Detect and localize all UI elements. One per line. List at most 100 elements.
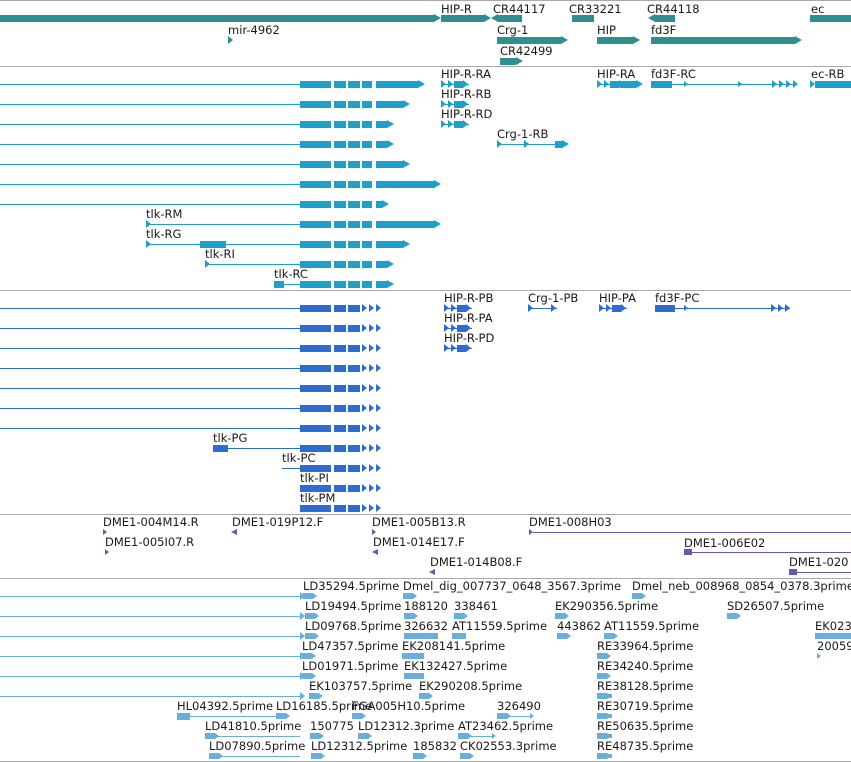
est-label[interactable]: EK290208.5prime bbox=[419, 679, 523, 693]
gene-label[interactable]: HIP bbox=[597, 23, 616, 37]
transcript-label[interactable]: HIP-R-RD bbox=[441, 107, 493, 121]
est-label[interactable]: LD19494.5prime bbox=[305, 599, 402, 613]
transcript-label[interactable]: HIP-R-RA bbox=[441, 67, 491, 81]
clone-label[interactable]: DME1-019P12.F bbox=[232, 515, 324, 529]
est-label[interactable]: EK132427.5prime bbox=[404, 659, 508, 673]
gene-label[interactable]: HIP-R bbox=[441, 2, 472, 16]
est-label[interactable]: EK290356.5prime bbox=[555, 599, 659, 613]
est-label[interactable]: 338461 bbox=[454, 599, 498, 613]
feature-intron-line bbox=[0, 368, 300, 369]
clone-label[interactable]: DME1-006E02 bbox=[684, 536, 766, 550]
est-label[interactable]: 185832 bbox=[413, 739, 457, 753]
feature-block bbox=[557, 633, 567, 639]
est-label[interactable]: RE38128.5prime bbox=[597, 679, 694, 693]
protein-label[interactable]: tlk-PG bbox=[213, 431, 248, 445]
clone-label[interactable]: DME1-005B13.R bbox=[372, 515, 466, 529]
est-label[interactable]: LD09768.5prime bbox=[305, 619, 402, 633]
est-label[interactable]: LD12312.5prime bbox=[311, 739, 408, 753]
feature-block bbox=[352, 713, 362, 719]
protein-label[interactable]: HIP-PA bbox=[599, 291, 636, 305]
est-label[interactable]: LD07890.5prime bbox=[209, 739, 306, 753]
protein-label[interactable]: HIP-R-PA bbox=[444, 311, 493, 325]
transcript-label[interactable]: fd3F-RC bbox=[651, 67, 696, 81]
feature-block bbox=[362, 241, 372, 248]
transcript-label[interactable]: Crg-1-RB bbox=[497, 127, 549, 141]
est-label[interactable]: 188120 bbox=[404, 599, 448, 613]
est-label[interactable]: Dmel_neb_008968_0854_0378.3prime bbox=[632, 579, 851, 593]
clone-label[interactable]: DME1-005I07.R bbox=[105, 535, 195, 549]
est-label[interactable]: AT11559.5prime bbox=[604, 619, 700, 633]
strand-arrow bbox=[551, 304, 556, 312]
clone-label[interactable]: DME1-014B08.F bbox=[430, 555, 523, 569]
est-label[interactable]: LD35294.5prime bbox=[303, 579, 400, 593]
gene-label[interactable]: fd3F bbox=[651, 23, 677, 37]
protein-label[interactable]: tlk-PC bbox=[282, 451, 316, 465]
gene-label[interactable]: CR42499 bbox=[500, 44, 553, 58]
strand-arrow bbox=[464, 613, 468, 619]
protein-label[interactable]: fd3F-PC bbox=[655, 291, 700, 305]
feature-intron-line bbox=[0, 596, 300, 597]
transcript-label[interactable]: HIP-RA bbox=[597, 67, 636, 81]
est-label[interactable]: RE50635.5prime bbox=[597, 719, 694, 733]
est-label[interactable]: AT23462.5prime bbox=[458, 719, 554, 733]
clone-label[interactable]: DME1-004M14.R bbox=[103, 515, 199, 529]
strand-arrow bbox=[597, 80, 602, 88]
est-label[interactable]: RE34240.5prime bbox=[597, 659, 694, 673]
strand-arrow bbox=[441, 100, 446, 108]
feature-block bbox=[300, 505, 331, 512]
transcript-label[interactable]: tlk-RC bbox=[274, 267, 308, 281]
est-label[interactable]: EK103757.5prime bbox=[309, 679, 413, 693]
gene-label[interactable]: Crg-1 bbox=[497, 23, 529, 37]
gene-label[interactable]: ec bbox=[811, 2, 825, 16]
feature-intron-line bbox=[0, 696, 300, 697]
feature-intron-line bbox=[0, 636, 300, 637]
est-label[interactable]: LD01971.5prime bbox=[302, 659, 399, 673]
est-label[interactable]: 443862 bbox=[557, 619, 601, 633]
est-label[interactable]: CK02553.3prime bbox=[460, 739, 557, 753]
gene-label[interactable]: CR44118 bbox=[647, 2, 700, 16]
est-label[interactable]: RE33964.5prime bbox=[597, 639, 694, 653]
clone-label[interactable]: DME1-008H03 bbox=[529, 515, 612, 529]
est-label[interactable]: 150775 bbox=[310, 719, 354, 733]
est-label[interactable]: EK023 bbox=[815, 619, 851, 633]
strand-arrow bbox=[362, 424, 367, 432]
feature-block bbox=[414, 633, 438, 639]
est-label[interactable]: LD47357.5prime bbox=[302, 639, 399, 653]
transcript-label[interactable]: tlk-RM bbox=[146, 207, 183, 221]
feature-block bbox=[348, 345, 360, 352]
est-label[interactable]: HL04392.5prime bbox=[177, 699, 274, 713]
gene-label[interactable]: CR44117 bbox=[493, 2, 546, 16]
protein-label[interactable]: tlk-PM bbox=[300, 491, 336, 505]
transcript-label[interactable]: ec-RB bbox=[811, 67, 845, 81]
est-label[interactable]: 326490 bbox=[497, 699, 541, 713]
feature-block bbox=[348, 465, 360, 472]
feature-block bbox=[404, 613, 414, 619]
transcript-label[interactable]: tlk-RI bbox=[205, 247, 235, 261]
gene-label[interactable]: CR33221 bbox=[569, 2, 622, 16]
gene-label[interactable]: mir-4962 bbox=[228, 23, 280, 37]
est-label[interactable]: 326632 bbox=[404, 619, 448, 633]
transcript-label[interactable]: HIP-R-RB bbox=[441, 87, 492, 101]
est-label[interactable]: 20059 bbox=[817, 639, 851, 653]
transcript-label[interactable]: tlk-RG bbox=[146, 227, 182, 241]
feature-block bbox=[300, 121, 331, 128]
est-label[interactable]: RE48735.5prime bbox=[597, 739, 694, 753]
est-label[interactable]: LD41810.5prime bbox=[205, 719, 302, 733]
est-label[interactable]: FGA005H10.5prime bbox=[352, 699, 466, 713]
feature-block bbox=[376, 201, 382, 208]
est-label[interactable]: SD26507.5prime bbox=[727, 599, 825, 613]
protein-label[interactable]: Crg-1-PB bbox=[528, 291, 579, 305]
protein-label[interactable]: HIP-R-PD bbox=[444, 331, 495, 345]
protein-label[interactable]: tlk-PI bbox=[300, 471, 329, 485]
clone-label[interactable]: DME1-014E17.F bbox=[373, 535, 465, 549]
est-label[interactable]: RE30719.5prime bbox=[597, 699, 694, 713]
est-label[interactable]: LD12312.3prime bbox=[358, 719, 455, 733]
clone-label[interactable]: DME1-020 bbox=[789, 555, 849, 569]
est-label[interactable]: Dmel_dig_007737_0648_3567.3prime bbox=[403, 579, 622, 593]
feature-block bbox=[300, 385, 331, 392]
est-label[interactable]: EK208141.5prime bbox=[402, 639, 506, 653]
est-label[interactable]: AT11559.5prime bbox=[452, 619, 548, 633]
protein-label[interactable]: HIP-R-PB bbox=[444, 291, 494, 305]
est-label[interactable]: LD16185.5prime bbox=[276, 699, 373, 713]
strand-arrow bbox=[470, 753, 474, 759]
